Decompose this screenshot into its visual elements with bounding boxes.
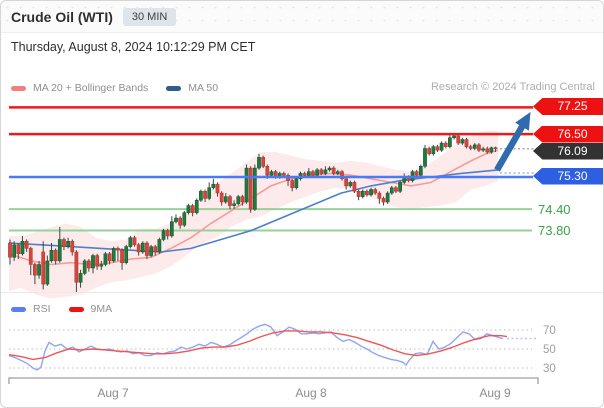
legend-ma50: MA 50 — [166, 82, 218, 94]
x-axis: Aug 7 Aug 8 Aug 9 — [8, 377, 539, 400]
x-tick-label: Aug 7 — [97, 386, 129, 400]
rsi-tick-label: 50 — [543, 344, 556, 356]
main-chart-legend: MA 20 + Bollinger Bands MA 50 — [11, 82, 218, 94]
legend-ma20-bollinger: MA 20 + Bollinger Bands — [11, 82, 148, 94]
datetime-label: Thursday, August 8, 2024 10:12:29 PM CET — [11, 40, 256, 54]
support-label-1: 74.40 — [538, 202, 571, 217]
support-label-2: 73.80 — [538, 223, 571, 238]
nine-ma-swatch-icon — [68, 306, 84, 312]
9ma-line — [8, 330, 508, 361]
copyright-label: Research © 2024 Trading Central — [430, 81, 595, 93]
page-title: Crude Oil (WTI) — [11, 8, 113, 25]
price-tag-resistance-1: 76.50 — [533, 125, 603, 143]
legend-rsi: RSI — [11, 303, 51, 315]
price-tag-resistance-2: 77.25 — [533, 98, 603, 115]
rsi-tick-label: 30 — [543, 363, 556, 375]
rsi-panel: 70 50 30 — [8, 323, 556, 375]
ma20-bollinger-swatch-icon — [11, 85, 26, 91]
rsi-tick-label: 70 — [543, 325, 556, 337]
legend-9ma: 9MA — [68, 303, 112, 315]
forecast-up-arrow — [494, 112, 531, 172]
x-tick-label: Aug 9 — [479, 386, 511, 400]
header: Crude Oil (WTI) 30 MIN — [1, 1, 603, 33]
x-tick-label: Aug 8 — [295, 386, 327, 400]
price-tag-pivot: 75.30 — [533, 167, 603, 185]
ma50-swatch-icon — [166, 85, 182, 91]
rsi-line — [8, 323, 504, 371]
bollinger-band — [9, 130, 498, 299]
timeframe-badge: 30 MIN — [122, 7, 177, 26]
panel-separator — [1, 292, 603, 293]
rsi-swatch-icon — [11, 306, 26, 312]
rsi-legend: RSI 9MA — [11, 303, 112, 315]
price-tag-last-price: 76.09 — [533, 142, 603, 160]
